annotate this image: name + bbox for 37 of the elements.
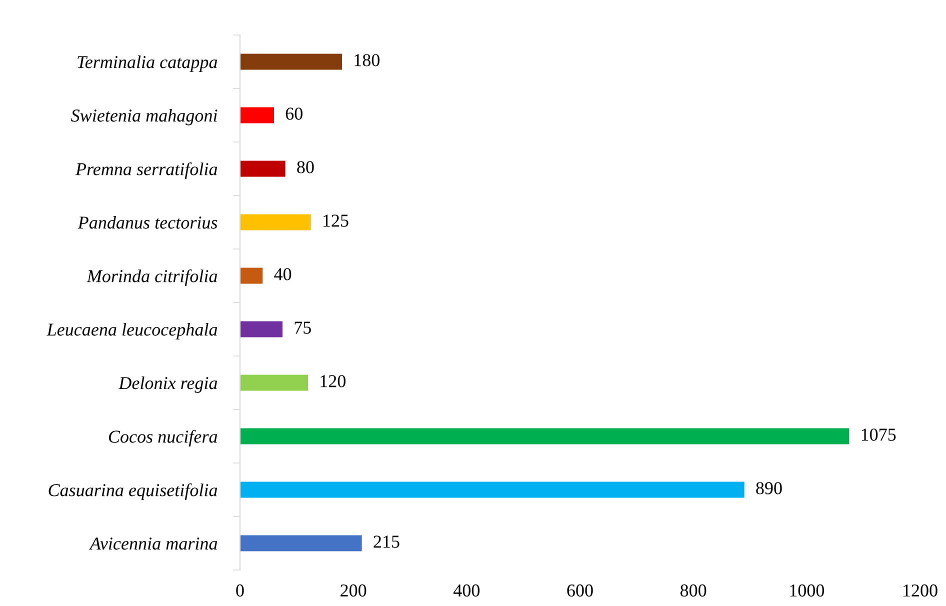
x-tick-label: 200: [340, 584, 366, 597]
x-tick-label: 800: [680, 584, 706, 597]
data-label: 40: [274, 268, 292, 280]
y-tick-label: Leucaena leucocephala: [46, 322, 218, 340]
y-tick-label: Terminalia catappa: [78, 55, 218, 72]
data-label: 60: [286, 108, 302, 120]
y-tick-label: Morinda citrifolia: [86, 269, 218, 286]
y-tick-label: Swietenia mahagoni: [71, 108, 218, 126]
y-tick-label: Avicennia marina: [88, 538, 218, 550]
data-label: 890: [756, 482, 782, 494]
bar: [240, 107, 274, 124]
bar: [240, 214, 311, 230]
data-label: 215: [374, 536, 400, 548]
x-tick-label: 0: [236, 584, 244, 597]
x-tick-label: 1000: [790, 584, 824, 597]
data-label: 180: [354, 54, 380, 66]
x-tick-label: 400: [453, 584, 480, 597]
bar: [240, 374, 308, 391]
bar: [240, 268, 263, 284]
data-label: 120: [320, 375, 346, 388]
x-tick-label: 1200: [904, 584, 938, 597]
data-label: 80: [297, 161, 314, 174]
y-tick-label: Pandanus tectorius: [78, 216, 218, 229]
y-tick-label: Premna serratifolia: [75, 162, 218, 179]
bar: [240, 482, 744, 498]
bar: [240, 160, 286, 177]
bar: [240, 535, 362, 552]
data-label: 1075: [862, 428, 896, 441]
y-tick-label: Casuarina equisetifolia: [48, 483, 218, 500]
bar: [240, 428, 850, 444]
y-tick-label: Cocos nucifera: [108, 430, 218, 446]
data-label: 75: [294, 322, 311, 334]
x-tick-label: 600: [567, 584, 593, 597]
bar: [240, 321, 282, 338]
y-tick-label: Delonix regia: [118, 376, 218, 393]
data-label: 125: [324, 214, 348, 227]
bar: [240, 54, 342, 70]
